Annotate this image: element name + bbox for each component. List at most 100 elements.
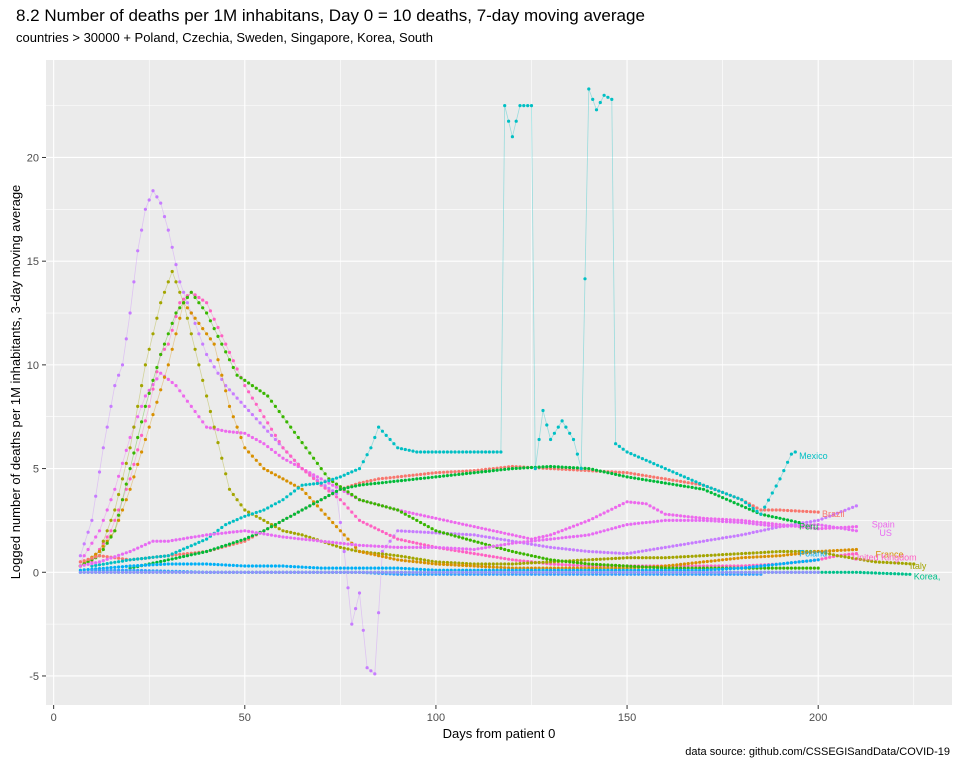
data-point-mexico <box>189 544 193 548</box>
data-point-us <box>281 535 285 539</box>
data-point-italy <box>579 558 583 562</box>
data-point-peru <box>464 471 469 476</box>
data-point-united-kingdom <box>308 473 312 477</box>
data-point-france <box>334 525 339 529</box>
data-point-singapore <box>201 570 205 574</box>
x-tick-label: 100 <box>427 712 445 724</box>
data-point-spain <box>449 520 453 524</box>
data-point-us <box>510 541 514 545</box>
data-point-singapore <box>315 570 319 574</box>
data-point-singapore <box>438 570 442 574</box>
data-point-us <box>854 529 859 533</box>
data-point-brazil <box>640 473 645 477</box>
data-point-belgium <box>503 538 507 542</box>
data-point-sweden <box>472 539 476 543</box>
data-point-mexico <box>373 435 377 440</box>
data-point-singapore <box>312 570 316 574</box>
data-point-italy <box>216 441 220 445</box>
data-point-peru <box>728 499 732 503</box>
data-point-peru <box>445 474 449 478</box>
data-point-spain <box>480 526 484 530</box>
data-point-mexico <box>151 555 155 559</box>
data-point-peru <box>571 466 576 470</box>
data-point-sweden <box>656 566 660 570</box>
data-point-france <box>281 477 285 481</box>
data-point-mexico <box>235 518 239 522</box>
data-point-us <box>319 539 323 543</box>
data-point-poland <box>82 568 86 572</box>
data-point-mexico <box>155 555 159 559</box>
data-point-belgium <box>373 672 377 676</box>
data-point-spain <box>224 429 228 433</box>
data-point-peru <box>495 468 499 472</box>
data-point-belgium <box>770 526 774 530</box>
data-point-spain <box>117 474 121 478</box>
data-point-mexico <box>346 471 350 476</box>
data-point-mexico <box>166 554 170 558</box>
data-point-italy <box>675 555 679 559</box>
data-point-belgium <box>552 546 557 550</box>
data-point-spain <box>453 520 457 525</box>
data-point-belgium <box>614 551 618 555</box>
data-point-belgium <box>851 505 855 509</box>
data-point-italy <box>243 508 247 512</box>
data-point-peru <box>774 515 778 520</box>
data-point-mexico <box>751 506 755 510</box>
data-point-mexico <box>430 450 434 454</box>
data-point-us <box>560 536 564 540</box>
data-point-united-kingdom <box>105 535 109 539</box>
data-point-us <box>518 540 522 545</box>
data-point-sweden <box>445 532 449 536</box>
data-point-brazil <box>656 476 660 480</box>
data-point-united-kingdom <box>197 295 201 300</box>
data-point-poland <box>728 567 732 571</box>
data-point-italy <box>885 560 889 565</box>
data-point-france <box>766 554 771 558</box>
data-point-singapore <box>388 570 392 574</box>
data-point-italy <box>881 560 885 564</box>
data-point-singapore <box>541 570 545 574</box>
data-point-united-kingdom <box>392 535 396 539</box>
data-point-mexico <box>495 450 499 454</box>
data-point-poland <box>369 566 373 570</box>
data-point-france <box>262 467 266 471</box>
data-point-spain <box>698 516 702 520</box>
data-point-united-kingdom <box>820 557 824 561</box>
data-point-mexico <box>220 525 224 530</box>
y-axis-title: Logged number of deaths per 1M inhabitan… <box>8 185 23 580</box>
data-point-mexico <box>94 563 98 568</box>
data-point-us <box>258 531 262 535</box>
data-point-italy <box>155 316 159 320</box>
data-point-spain <box>583 520 587 524</box>
data-point-france <box>430 562 434 566</box>
data-point-poland <box>782 562 786 566</box>
data-point-singapore <box>667 570 671 574</box>
data-point-mexico <box>541 408 545 413</box>
data-point-mexico <box>759 512 763 516</box>
data-point-united-kingdom <box>854 552 859 556</box>
data-point-poland <box>399 566 404 570</box>
data-point-sweden <box>285 420 289 424</box>
data-point-us <box>143 543 147 547</box>
data-point-france <box>442 562 446 567</box>
data-point-us <box>201 534 205 538</box>
data-point-us <box>422 545 427 550</box>
data-point-us <box>266 532 270 537</box>
data-point-mexico <box>636 455 641 459</box>
data-point-korea-south <box>820 570 824 574</box>
data-point-united-kingdom <box>480 553 484 557</box>
data-point-belgium <box>484 535 488 539</box>
data-point-singapore <box>117 570 121 574</box>
data-point-belgium <box>549 545 553 550</box>
data-point-sweden <box>166 332 170 336</box>
data-point-belgium <box>594 550 599 554</box>
data-point-united-kingdom <box>411 540 415 545</box>
data-point-singapore <box>759 570 763 574</box>
data-point-mexico <box>227 521 232 525</box>
data-point-italy <box>545 560 549 564</box>
data-point-sweden <box>235 373 239 377</box>
data-point-belgium <box>220 377 224 381</box>
data-point-sweden <box>537 555 541 559</box>
data-point-sweden <box>308 451 312 455</box>
data-point-singapore <box>709 570 713 574</box>
